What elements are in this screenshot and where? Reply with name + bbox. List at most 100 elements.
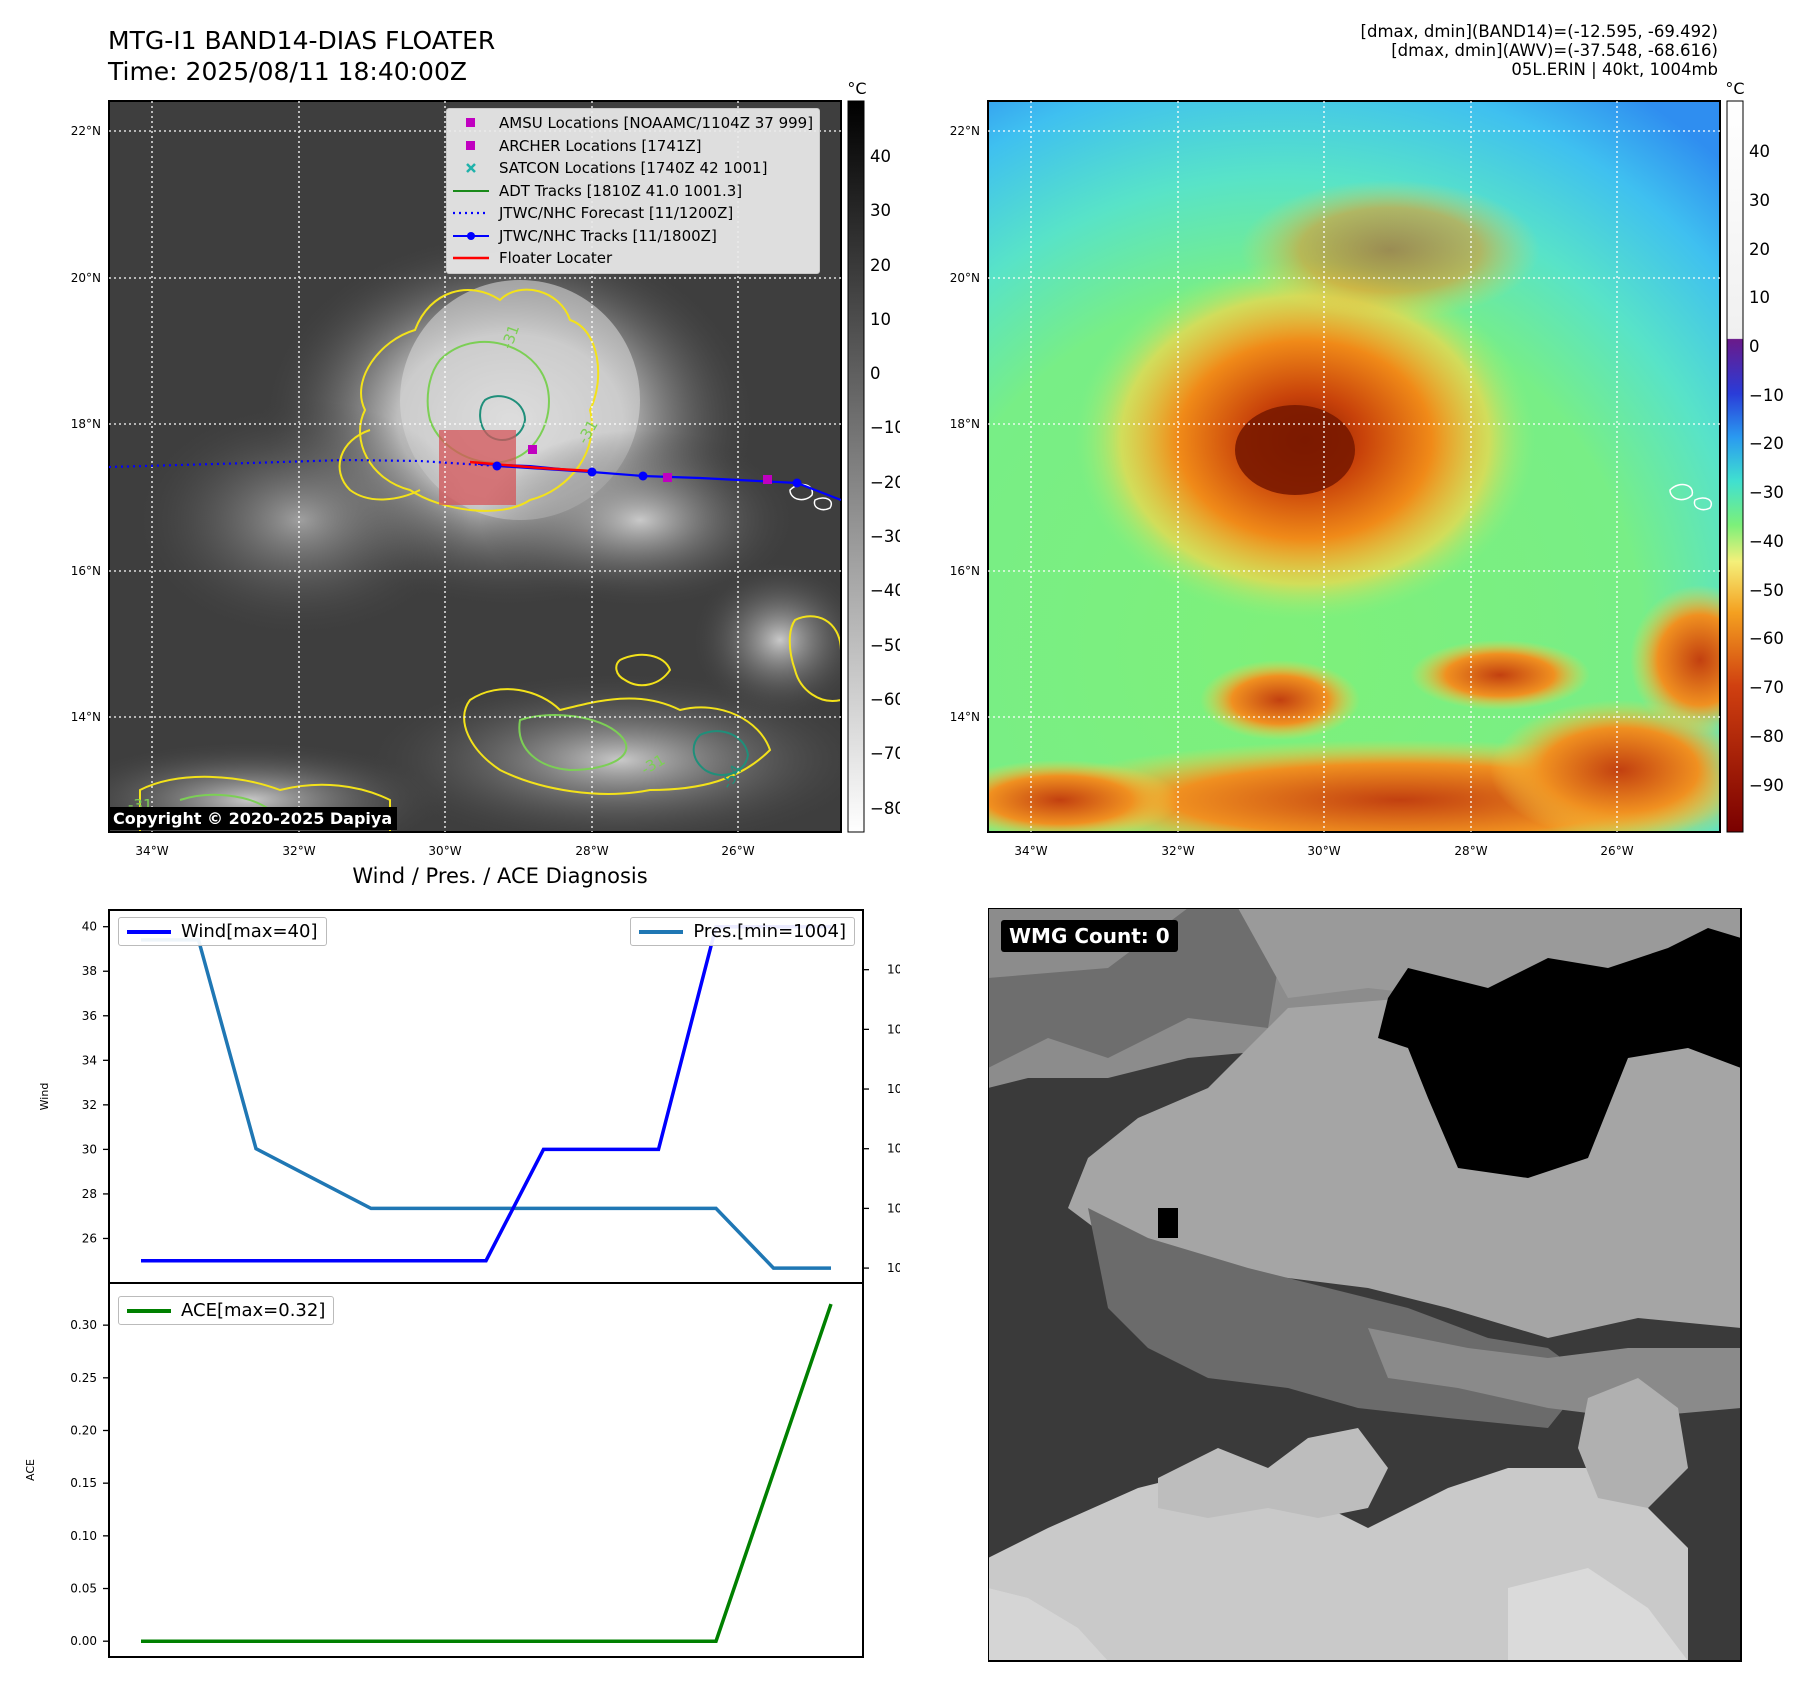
ace-legend: ACE[max=0.32] [118,1296,335,1325]
info-line-2: [dmax, dmin](AWV)=(-37.548, -68.616) [1391,41,1718,60]
cbar-tick: −30 [870,527,900,546]
ace-legend-label: ACE[max=0.32] [181,1300,326,1321]
ir-gridlines [109,101,841,832]
steelblue-line-icon [639,929,684,934]
wv-map-panel: 22°N 20°N 18°N 16°N 14°N 34°W 32°W 30°W … [950,79,1784,858]
cyan-x-icon [453,162,489,174]
wind-tick-label: 34 [82,1053,97,1067]
ace-tick-label: 0.00 [70,1634,97,1648]
wv-lat-labels: 22°N 20°N 18°N 16°N 14°N [950,124,980,724]
wind-tick-label: 40 [82,920,97,934]
title-line-2: Time: 2025/08/11 18:40:00Z [108,57,467,86]
legend-entry: SATCON Locations [1740Z 42 1001] [453,157,813,180]
legend-label: ARCHER Locations [1741Z] [499,136,702,155]
wind-series-line [141,924,831,1263]
legend-label: JTWC/NHC Tracks [11/1800Z] [499,226,717,245]
pressure-legend: Pres.[min=1004] [630,917,855,946]
copyright-label: Copyright © 2020-2025 Dapiya [108,807,398,830]
wind-tick-label: 26 [82,1231,97,1245]
ir-colorbar-ticks: 40 30 20 10 0 −10 −20 −30 −40 −50 −60 −7… [870,147,900,818]
cbar-tick: −80 [870,799,900,818]
wind-tick-label: 30 [82,1142,97,1156]
wind-pressure-axes-frame [108,909,864,1284]
lon-label: 32°W [282,844,315,858]
wind-axis-label: Wind [38,1083,51,1111]
ir-lon-labels: 34°W 32°W 30°W 28°W 26°W [135,844,754,858]
lat-label: 20°N [950,271,980,285]
lon-label: 26°W [721,844,754,858]
wind-legend: Wind[max=40] [118,917,327,946]
lat-label: 16°N [71,564,101,578]
cbar-tick: −30 [1749,483,1784,502]
wmg-panel [988,908,1742,1662]
pressure-legend-label: Pres.[min=1004] [693,921,846,942]
pressure-series-line [141,938,831,1270]
pressure-tick-label: 1012 [887,1022,900,1036]
lat-label: 22°N [950,124,980,138]
lat-label: 18°N [71,417,101,431]
cbar-tick: 0 [870,364,881,383]
figure-title: MTG-I1 BAND14-DIAS FLOATER Time: 2025/08… [108,25,495,87]
info-line-1: [dmax, dmin](BAND14)=(-12.595, -69.492) [1360,22,1718,41]
cbar-tick: −10 [1749,386,1784,405]
ace-tick-label: 0.25 [70,1371,97,1385]
blue-line-dot-icon [453,231,489,241]
blue-line-icon [127,929,171,934]
legend-label: JTWC/NHC Forecast [11/1200Z] [499,204,734,222]
lat-label: 16°N [950,564,980,578]
cbar-tick: −70 [870,744,900,763]
cbar-tick: −90 [1749,776,1784,795]
ace-axis-label: ACE [24,1459,37,1481]
cbar-tick: 40 [870,147,891,166]
cbar-tick: −50 [870,636,900,655]
pressure-tick-label: 1008 [887,1142,900,1156]
pressure-tick-label: 1004 [887,1261,900,1275]
wind-legend-label: Wind[max=40] [181,921,318,942]
legend-entry: JTWC/NHC Forecast [11/1200Z] [453,202,813,225]
legend-label: AMSU Locations [NOAAMC/1104Z 37 999] [499,114,814,132]
cbar-tick: 10 [1749,288,1770,307]
pressure-tick-label: 1006 [887,1201,900,1215]
title-line-1: MTG-I1 BAND14-DIAS FLOATER [108,26,496,55]
amsu-markers [528,445,772,484]
lon-label: 34°W [135,844,168,858]
cbar-tick: 30 [870,201,891,220]
legend-label: Floater Locater [499,249,613,267]
wv-gridlines [988,101,1720,832]
cbar-tick: −40 [870,581,900,600]
cbar-tick: −60 [1749,629,1784,648]
ir-colorbar [847,100,865,833]
legend-entry: ADT Tracks [1810Z 41.0 1001.3] [453,180,813,203]
lon-label: 28°W [575,844,608,858]
ace-tick-label: 0.15 [70,1476,97,1490]
ace-tick-label: 0.05 [70,1582,97,1596]
cbar-tick: −50 [1749,581,1784,600]
lat-label: 14°N [71,710,101,724]
cbar-tick: −40 [1749,532,1784,551]
wind-tick-label: 36 [82,1009,97,1023]
wv-colorbar-unit: °C [1725,79,1744,98]
ace-tick-label: 0.20 [70,1423,97,1437]
map-legend: AMSU Locations [NOAAMC/1104Z 37 999] ARC… [446,108,821,274]
cbar-tick: −10 [870,418,900,437]
forecast-track [109,458,498,469]
red-line-icon [453,255,489,261]
lon-label: 32°W [1161,844,1194,858]
diagnosis-title: Wind / Pres. / ACE Diagnosis [352,864,648,888]
cbar-tick: −60 [870,690,900,709]
ace-axes-frame [108,1282,864,1658]
cbar-tick: 30 [1749,191,1770,210]
legend-entry: JTWC/NHC Tracks [11/1800Z] [453,225,813,248]
cbar-tick: −80 [1749,727,1784,746]
wv-lon-labels: 34°W 32°W 30°W 28°W 26°W [1014,844,1633,858]
cbar-tick: 40 [1749,142,1770,161]
wind-tick-label: 28 [82,1187,97,1201]
lon-label: 28°W [1454,844,1487,858]
lon-label: 30°W [428,844,461,858]
wv-colorbar-ticks: 40 30 20 10 0 −10 −20 −30 −40 −50 −60 −7… [1749,142,1784,795]
magenta-square-icon [453,140,489,151]
cbar-tick: 20 [870,256,891,275]
track-points [492,461,802,488]
